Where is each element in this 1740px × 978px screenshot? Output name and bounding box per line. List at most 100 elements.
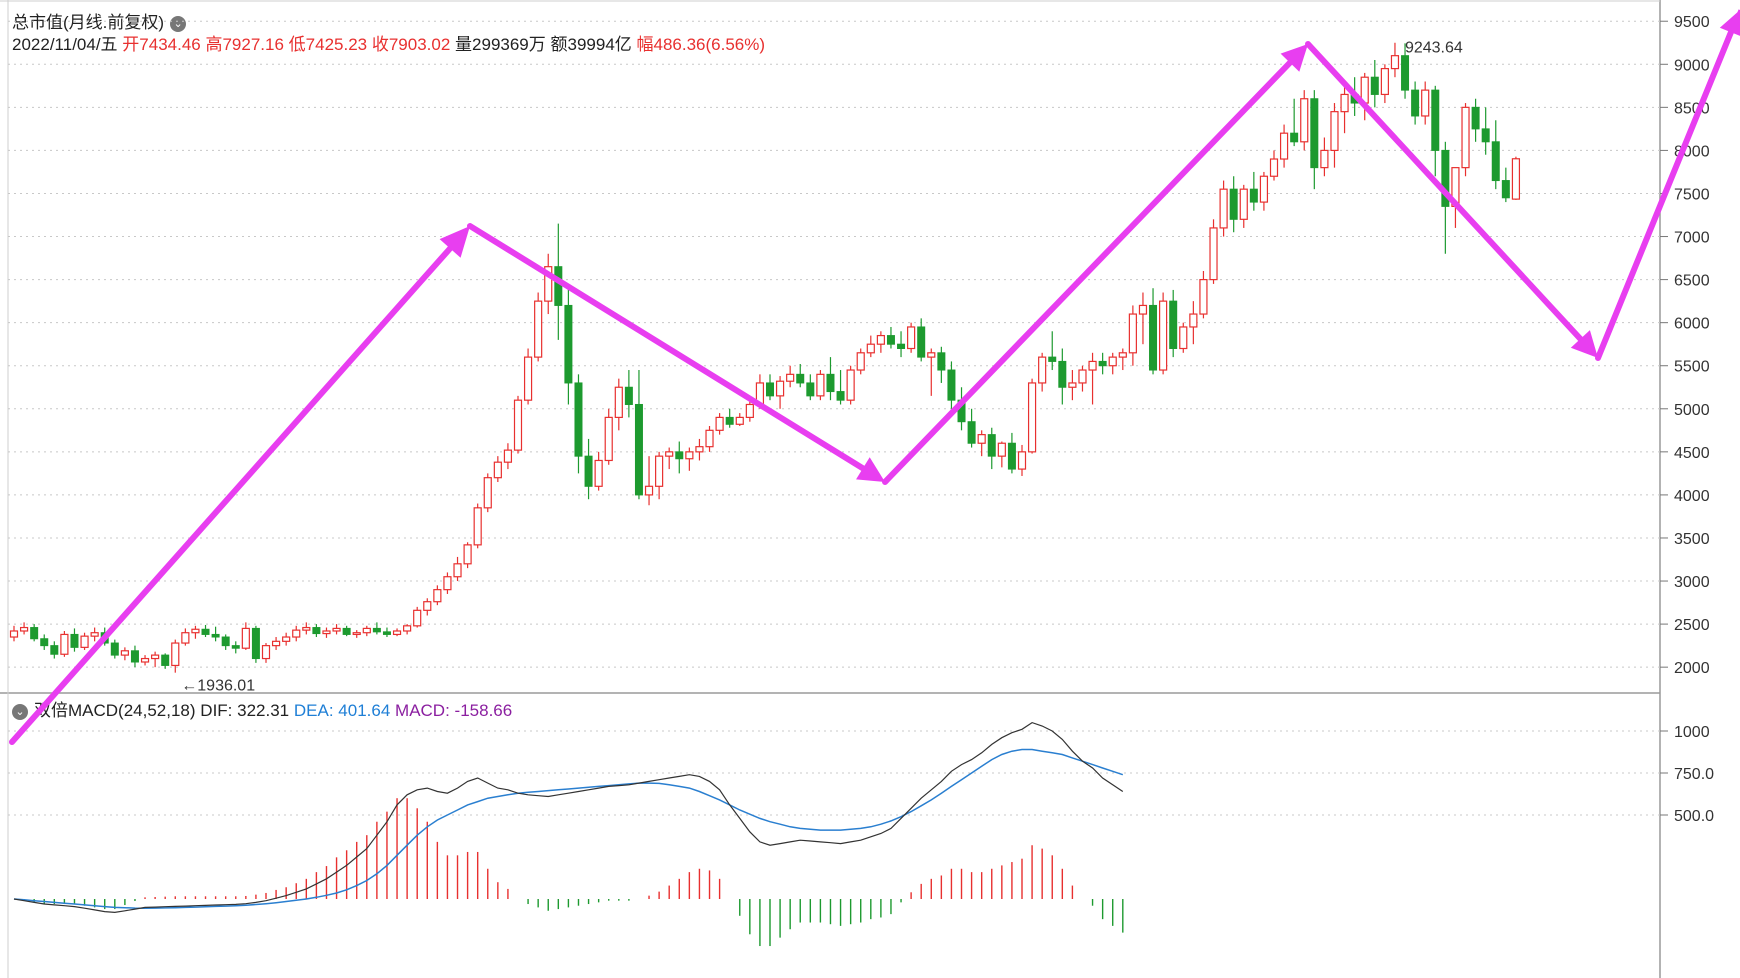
trend-arrow-head (1570, 330, 1598, 358)
high-label: 高 (205, 35, 223, 54)
candle-body-up (332, 627, 341, 632)
candle-body-up (665, 451, 674, 457)
trend-arrow-shaft (882, 59, 1293, 485)
candle-body-up (1088, 360, 1097, 371)
candle-body-up (1300, 98, 1309, 143)
candle-body-up (403, 625, 412, 632)
candle-body-up (977, 434, 986, 444)
candle-body-down (967, 421, 976, 444)
price-tick-label: 3500 (1674, 531, 1710, 548)
candle-body-down (382, 631, 391, 635)
candle-body-up (392, 630, 402, 636)
amount-label: 额 (550, 35, 568, 54)
candle-body-up (241, 627, 250, 649)
candle-body-down (947, 369, 956, 401)
change-label: 幅 (636, 35, 654, 54)
chart-title-row: 总市值(月线.前复权) ⌄ (12, 8, 187, 33)
trend-arrow-shaft (467, 223, 866, 472)
candle-body-up (1340, 93, 1349, 113)
price-annotation: 9243.64 (1405, 39, 1463, 56)
candle-body-up (1259, 175, 1269, 203)
candle-body-up (1038, 356, 1047, 384)
candle-body-down (937, 352, 946, 371)
candle-body-down (1290, 132, 1299, 143)
candle-body-up (685, 451, 694, 460)
candle-body-up (1017, 451, 1027, 470)
bar-date: 2022/11/04/五 (12, 35, 118, 54)
candle-body-down (796, 373, 805, 384)
candle-body-down (725, 416, 734, 425)
candle-body-up (362, 627, 371, 634)
price-tick-label: 3000 (1674, 574, 1710, 591)
candle-body-down (886, 335, 895, 345)
candle-body-down (1431, 89, 1440, 151)
candle-body-down (1149, 304, 1158, 371)
candle-body-down (1501, 180, 1510, 199)
candle-body-down (624, 386, 633, 405)
candle-body-up (1118, 352, 1127, 358)
chart-grid (8, 20, 1660, 816)
candle-body-down (1370, 76, 1379, 95)
candle-body-up (302, 626, 311, 631)
candle-body-up (191, 628, 200, 634)
candle-body-up (453, 563, 462, 578)
candle-body-up (493, 461, 502, 479)
candle-body-up (1209, 227, 1218, 281)
candle-body-up (775, 380, 785, 397)
candle-body-down (554, 266, 563, 306)
candle-body-up (523, 356, 533, 401)
candle-body-up (644, 485, 654, 496)
candle-body-up (90, 632, 99, 637)
candle-body-up (1128, 313, 1137, 354)
low-value: 7425.23 (305, 35, 368, 54)
candle-body-down (987, 434, 996, 457)
candle-body-up (866, 343, 875, 354)
candle-body-down (1249, 188, 1258, 203)
candle-body-up (1461, 106, 1470, 169)
candle-body-up (120, 650, 129, 656)
chart-title: 总市值(月线.前复权) (12, 13, 165, 32)
candle-body-up (735, 416, 744, 425)
open-value: 7434.46 (139, 35, 201, 54)
candle-body-up (1179, 326, 1188, 350)
price-tick-label: 5000 (1674, 402, 1710, 419)
trend-arrow-shaft (9, 245, 454, 745)
candle-body-up (413, 609, 422, 627)
candle-body-up (443, 576, 452, 591)
dea-value: 401.64 (338, 701, 391, 720)
candle-body-up (271, 640, 281, 647)
candle-body-up (1330, 111, 1339, 152)
candle-body-down (231, 645, 240, 649)
chevron-down-icon[interactable]: ⌄ (12, 703, 28, 720)
trend-arrow-head (1719, 10, 1740, 36)
macd-label: MACD: (395, 701, 450, 720)
candle-body-up (19, 626, 29, 632)
candle-body-down (584, 455, 593, 487)
candle-body-down (917, 326, 926, 358)
candle-body-down (130, 650, 139, 663)
trend-arrow-shaft (1595, 29, 1734, 361)
dea-line (13, 748, 1124, 909)
candle-body-up (9, 630, 19, 638)
candle-body-up (151, 654, 160, 660)
candle-body-down (1048, 356, 1057, 362)
candle-body-up (695, 446, 704, 453)
candle-body-up (816, 373, 825, 397)
candle-body-down (1491, 141, 1500, 182)
trend-arrow-head (856, 457, 885, 482)
candle-body-up (80, 635, 89, 648)
open-label: 开 (122, 35, 140, 54)
candle-body-down (826, 373, 835, 393)
candle-body-up (433, 589, 442, 603)
candle-body-down (251, 627, 260, 660)
chevron-down-icon[interactable]: ⌄ (170, 15, 187, 32)
dif-value: 322.31 (237, 701, 290, 720)
chart-annotations: ←1936.01 9243.64 (181, 39, 1463, 694)
candle-body-down (574, 382, 583, 457)
candle-body-up (1390, 55, 1400, 70)
candle-body-up (1138, 304, 1148, 315)
candle-body-up (352, 632, 361, 636)
candle-body-down (40, 638, 49, 647)
